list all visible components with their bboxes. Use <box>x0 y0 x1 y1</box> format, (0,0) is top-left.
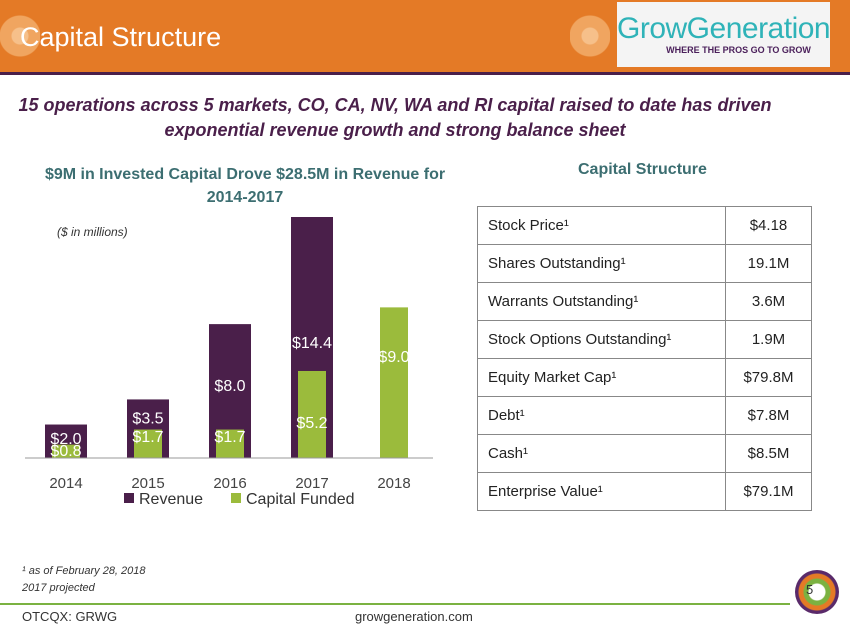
legend-revenue-label: Revenue <box>139 491 203 508</box>
table-row: Shares Outstanding¹ 19.1M <box>477 244 812 283</box>
chart-title: $9M in Invested Capital Drove $28.5M in … <box>44 166 446 206</box>
units-note: ($ in millions) <box>57 225 128 239</box>
row-label: Cash¹ <box>477 434 726 473</box>
legend-capital-swatch <box>231 493 241 503</box>
table-row: Cash¹ $8.5M <box>477 434 812 473</box>
capital-funded-bar <box>52 444 80 458</box>
capital-data-label: $1.7 <box>214 429 245 446</box>
row-label: Enterprise Value¹ <box>477 472 726 511</box>
table-row: Debt¹ $7.8M <box>477 396 812 435</box>
row-label: Stock Price¹ <box>477 206 726 245</box>
legend-capital-label: Capital Funded <box>246 491 355 508</box>
x-tick-label: 2017 <box>295 475 328 492</box>
capital-funded-bar <box>134 429 162 458</box>
flower-decoration-icon <box>570 0 610 72</box>
row-value: $4.18 <box>725 206 812 245</box>
flower-logo-icon <box>795 570 839 614</box>
capital-data-label: $5.2 <box>296 415 327 432</box>
capital-structure-title: Capital Structure <box>578 161 707 178</box>
row-label: Equity Market Cap¹ <box>477 358 726 397</box>
legend-revenue-swatch <box>124 493 134 503</box>
row-label: Shares Outstanding¹ <box>477 244 726 283</box>
flower-decoration-icon <box>0 0 40 72</box>
revenue-data-label: $3.5 <box>132 411 163 428</box>
capital-funded-bar <box>380 307 408 458</box>
capital-data-label: $9.0 <box>378 349 409 366</box>
divider <box>0 603 790 605</box>
row-value: 3.6M <box>725 282 812 321</box>
row-value: $7.8M <box>725 396 812 435</box>
table-row: Warrants Outstanding¹ 3.6M <box>477 282 812 321</box>
revenue-data-label: $14.4 <box>292 335 332 352</box>
page-number: 5 <box>806 582 814 597</box>
revenue-data-label: $2.0 <box>50 431 81 448</box>
row-label: Warrants Outstanding¹ <box>477 282 726 321</box>
website-link[interactable]: growgeneration.com <box>355 609 473 624</box>
table-row: Enterprise Value¹ $79.1M <box>477 472 812 511</box>
row-value: 1.9M <box>725 320 812 359</box>
capital-data-label: $0.8 <box>50 443 81 460</box>
capital-funded-bar <box>298 370 326 458</box>
capital-structure-table: Stock Price¹ $4.18 Shares Outstanding¹ 19.1… <box>477 206 812 511</box>
x-tick-label: 2018 <box>377 475 410 492</box>
headline: 15 operations across 5 markets, CO, CA, … <box>18 95 772 140</box>
table-row: Equity Market Cap¹ $79.8M <box>477 358 812 397</box>
row-value: $79.8M <box>725 358 812 397</box>
page-title: Capital Structure <box>20 22 222 52</box>
bar-chart: $2.0$0.82014$3.5$1.72015$8.0$1.72016$14.… <box>25 217 433 508</box>
x-tick-label: 2015 <box>131 475 164 492</box>
ticker: OTCQX: GRWG <box>22 609 118 624</box>
divider <box>0 72 850 75</box>
row-label: Stock Options Outstanding¹ <box>477 320 726 359</box>
row-value: $8.5M <box>725 434 812 473</box>
row-label: Debt¹ <box>477 396 726 435</box>
capital-funded-bar <box>216 429 244 458</box>
table-row: Stock Options Outstanding¹ 1.9M <box>477 320 812 359</box>
footnotes: ¹ as of February 28, 2018 2017 projected <box>22 565 146 594</box>
x-tick-label: 2014 <box>49 475 82 492</box>
capital-data-label: $1.7 <box>132 429 163 446</box>
row-value: 19.1M <box>725 244 812 283</box>
row-value: $79.1M <box>725 472 812 511</box>
table-row: Stock Price¹ $4.18 <box>477 206 812 245</box>
x-tick-label: 2016 <box>213 475 246 492</box>
logo: GrowGeneration WHERE THE PROS GO TO GROW <box>617 2 831 67</box>
revenue-data-label: $8.0 <box>214 378 245 395</box>
